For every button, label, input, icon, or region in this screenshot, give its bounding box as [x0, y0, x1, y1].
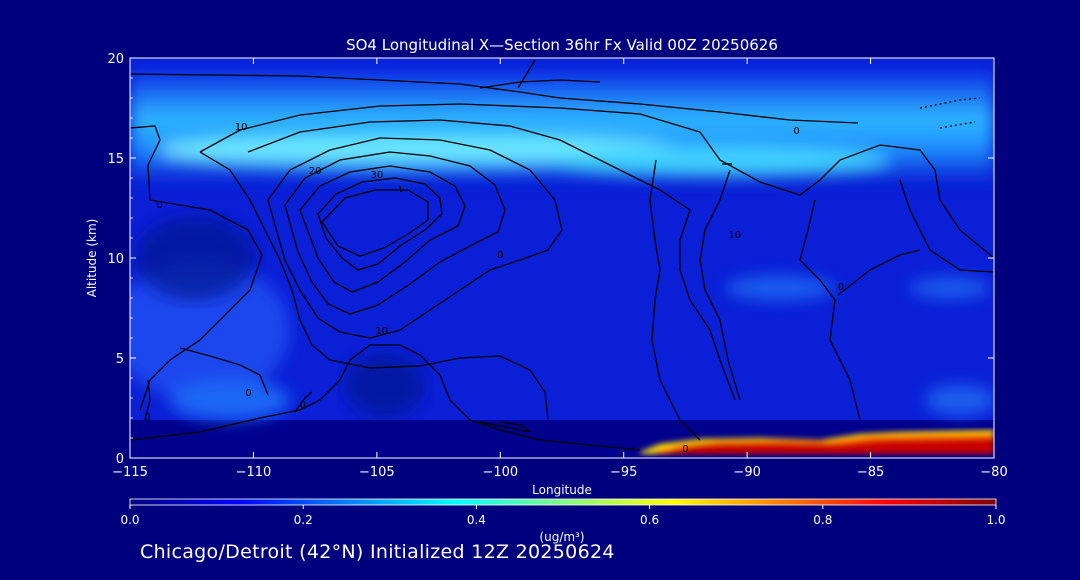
x-tick-label: −110	[236, 465, 272, 480]
colorbar-tick-label: 0.2	[294, 513, 313, 527]
x-tick-label: −85	[857, 465, 884, 480]
upper-concentration-max	[160, 132, 680, 168]
contour-line	[699, 169, 741, 401]
contour-label: 10	[728, 230, 741, 241]
contour-line	[479, 79, 601, 89]
x-tick-label: −80	[980, 465, 1007, 480]
colorbar-tick-label: 0.4	[467, 513, 486, 527]
contour-line	[179, 347, 269, 396]
surface-maximum	[640, 430, 994, 454]
x-tick-label: −95	[610, 465, 637, 480]
colorbar-tick-label: 1.0	[986, 513, 1005, 527]
contour-line	[399, 185, 402, 193]
contour-label: 0	[793, 126, 799, 137]
contour-label: 0	[497, 250, 503, 261]
colorbar-tick-label: 0.8	[813, 513, 832, 527]
contour-label: 0	[682, 444, 688, 455]
plot-area: 10 20 30 0 0 10 0 10 0 0 0 0 0	[130, 58, 994, 458]
contour-line	[799, 199, 861, 421]
contour-line	[479, 421, 531, 433]
x-axis-label: Longitude	[532, 483, 592, 497]
y-tick-label: 15	[107, 152, 124, 167]
y-tick-label: 20	[107, 52, 124, 67]
y-tick-label: 0	[116, 452, 124, 467]
contour-line	[130, 125, 263, 411]
contour-line	[144, 379, 151, 421]
contour-line	[294, 391, 313, 413]
colorbar-tick-label: 0.6	[640, 513, 659, 527]
x-axis: −115 −110 −105 −100 −95 −90 −85 −80	[112, 58, 1008, 480]
contour-line	[199, 103, 994, 259]
lower-east-patch	[925, 385, 994, 415]
contour-line	[517, 59, 536, 89]
x-tick-label: −105	[359, 465, 395, 480]
contour-label: 0	[245, 388, 251, 399]
colorbar-ticks: 0.0 0.2 0.4 0.6 0.8 1.0	[120, 505, 1006, 527]
y-tick-label: 5	[116, 352, 124, 367]
low-concentration-zone-2	[345, 353, 425, 417]
colorbar	[129, 498, 997, 506]
contour-line	[317, 177, 443, 271]
contour-line	[899, 179, 994, 273]
contour-label: 0	[144, 412, 150, 423]
contour-label: 20	[309, 166, 322, 177]
lower-west-plume-2	[170, 380, 290, 420]
footer-caption: Chicago/Detroit (42°N) Initialized 12Z 2…	[140, 541, 615, 563]
colorbar-tick-label: 0.0	[120, 513, 139, 527]
contour-line	[321, 189, 429, 257]
contour-line	[267, 137, 563, 339]
contour-label: 0	[156, 200, 162, 211]
x-tick-label: −90	[733, 465, 760, 480]
contour-label-layer: 10 20 30 0 0 10 0 10 0 0 0 0 0	[144, 122, 844, 455]
x-tick-label: −115	[112, 465, 148, 480]
y-tick-label: 10	[107, 252, 124, 267]
colorbar-label: (ug/m³)	[539, 530, 584, 544]
contour-line	[837, 249, 921, 296]
contour-label: 0	[838, 282, 844, 293]
contour-line	[130, 344, 641, 451]
chart-title: SO4 Longitudinal X—Section 36hr Fx Valid…	[346, 36, 778, 54]
contour-label: 10	[235, 122, 248, 133]
contour-line	[919, 97, 981, 109]
contour-line	[199, 151, 549, 421]
contour-line	[939, 121, 976, 129]
contour-lines	[130, 59, 994, 451]
contour-line	[649, 159, 701, 441]
contour-line	[299, 165, 466, 293]
contour-line	[130, 73, 859, 124]
contour-line	[284, 151, 506, 315]
x-tick-label: −100	[482, 465, 518, 480]
y-axis: 0 5 10 15 20	[107, 52, 994, 467]
contour-label: 0	[300, 400, 306, 411]
contour-label: 10	[375, 326, 388, 337]
contour-label: 30	[370, 170, 383, 181]
low-concentration-zone	[135, 216, 255, 300]
mid-east-patch	[725, 276, 835, 300]
y-axis-label: Altitude (km)	[85, 219, 99, 298]
contour-line	[247, 119, 736, 401]
mid-east-patch-2	[910, 278, 990, 298]
